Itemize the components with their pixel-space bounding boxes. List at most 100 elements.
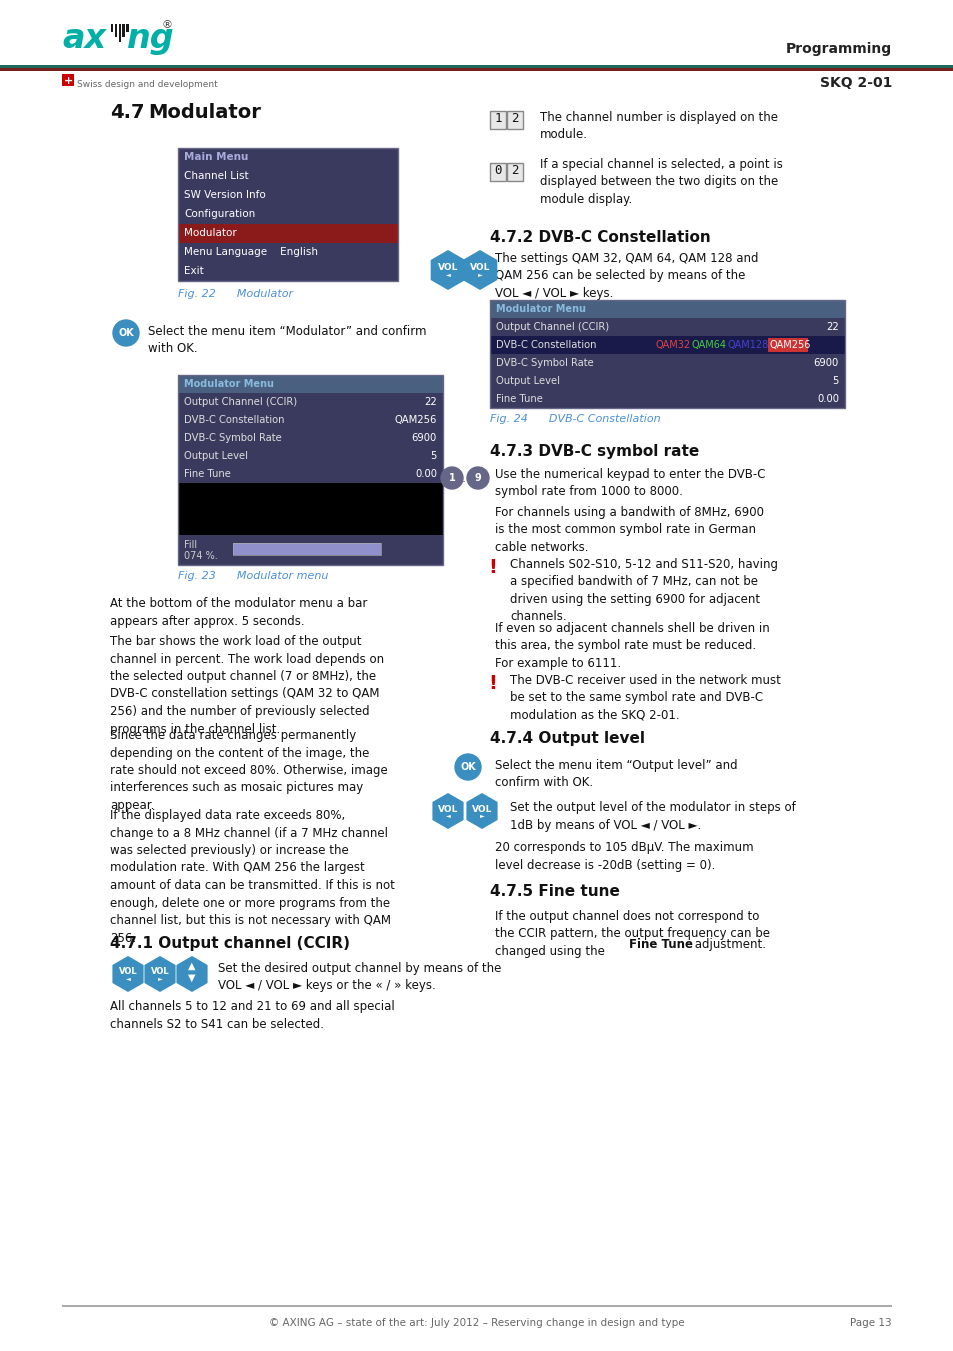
Bar [178,465,442,484]
Text: The bar shows the work load of the output
channel in percent. The work load depe: The bar shows the work load of the outpu… [110,635,384,735]
Text: OK: OK [118,328,133,338]
Text: 0.00: 0.00 [816,394,838,404]
Bar [0,68,953,72]
Bar [490,372,844,390]
Text: Main Menu: Main Menu [184,153,248,162]
Text: Menu Language    English: Menu Language English [184,247,317,257]
Text: Fine Tune: Fine Tune [628,938,692,951]
Bar [490,336,844,354]
Text: 4.7.1 Output channel (CCIR): 4.7.1 Output channel (CCIR) [110,936,350,951]
Text: Since the data rate changes permanently
depending on the content of the image, t: Since the data rate changes permanently … [110,730,387,812]
Bar [178,484,442,535]
Bar [62,74,74,86]
Text: Output Level: Output Level [496,376,559,386]
Bar [178,535,442,565]
Text: Modulator Menu: Modulator Menu [496,304,585,313]
Bar [178,411,442,430]
Text: The DVB-C receiver used in the network must
be set to the same symbol rate and D: The DVB-C receiver used in the network m… [510,674,781,721]
Bar [178,447,442,465]
Text: QAM256: QAM256 [769,340,810,350]
Text: Output Level: Output Level [184,451,248,461]
Text: !: ! [488,558,497,577]
Bar [178,149,397,168]
Bar [178,376,442,393]
Text: QAM256: QAM256 [395,415,436,426]
Bar [767,338,807,353]
Text: VOL: VOL [469,263,490,273]
Text: Exit: Exit [184,266,204,276]
Text: VOL: VOL [472,804,492,813]
Polygon shape [430,250,465,290]
Bar [490,111,505,128]
Text: Fine Tune: Fine Tune [184,469,231,480]
Circle shape [455,754,480,780]
Text: 4.7.3 DVB-C symbol rate: 4.7.3 DVB-C symbol rate [490,444,699,459]
Text: 6900: 6900 [412,434,436,443]
Polygon shape [462,250,497,290]
Text: The channel number is displayed on the
module.: The channel number is displayed on the m… [539,111,778,142]
Text: Fig. 22      Modulator: Fig. 22 Modulator [178,289,293,299]
Text: VOL: VOL [437,263,457,273]
Bar [0,65,953,68]
Text: DVB-C Constellation: DVB-C Constellation [496,340,596,350]
Text: Fine Tune: Fine Tune [496,394,542,404]
Circle shape [467,467,489,489]
Text: QAM32: QAM32 [656,340,690,350]
Text: ®: ® [162,20,172,30]
Text: Programming: Programming [785,42,891,55]
Polygon shape [112,957,144,992]
Text: Set the output level of the modulator in steps of
1dB by means of VOL ◄ / VOL ►.: Set the output level of the modulator in… [510,801,795,831]
Text: Swiss design and development: Swiss design and development [77,80,217,89]
Bar [178,168,397,186]
Bar [122,24,125,36]
Text: If the displayed data rate exceeds 80%,
change to a 8 MHz channel (if a 7 MHz ch: If the displayed data rate exceeds 80%, … [110,809,395,944]
Text: adjustment.: adjustment. [690,938,765,951]
Bar [111,24,113,32]
Text: 22: 22 [825,322,838,332]
Text: 4.7: 4.7 [110,103,144,122]
Text: 4.7.2 DVB-C Constellation: 4.7.2 DVB-C Constellation [490,230,710,245]
Text: OK: OK [459,762,476,771]
Bar [506,111,522,128]
Text: For channels using a bandwith of 8MHz, 6900
is the most common symbol rate in Ge: For channels using a bandwith of 8MHz, 6… [495,507,763,554]
Text: Configuration: Configuration [184,209,255,219]
Bar [490,354,844,372]
Bar [62,1305,891,1306]
Text: ax: ax [62,22,106,55]
Text: 4.7.4 Output level: 4.7.4 Output level [490,731,644,746]
Bar [490,163,505,181]
Text: VOL: VOL [437,804,457,813]
Text: 074 %.: 074 %. [184,551,217,561]
Text: Page 13: Page 13 [849,1319,891,1328]
Bar [490,317,844,336]
Text: ◄: ◄ [445,813,450,819]
Circle shape [112,320,139,346]
Text: 0.00: 0.00 [415,469,436,480]
Bar [178,376,442,565]
Text: © AXING AG – state of the art: July 2012 – Reserving change in design and type: © AXING AG – state of the art: July 2012… [269,1319,684,1328]
Text: If a special channel is selected, a point is
displayed between the two digits on: If a special channel is selected, a poin… [539,158,782,205]
Text: If the output channel does not correspond to
the CCIR pattern, the output freque: If the output channel does not correspon… [495,911,769,958]
Text: If even so adjacent channels shell be driven in
this area, the symbol rate must : If even so adjacent channels shell be dr… [495,621,769,670]
Text: 6900: 6900 [813,358,838,367]
Text: Fig. 23      Modulator menu: Fig. 23 Modulator menu [178,571,328,581]
Text: 2: 2 [511,165,518,177]
Text: SKQ 2-01: SKQ 2-01 [819,76,891,91]
Bar [178,149,397,281]
Text: Output Channel (CCIR): Output Channel (CCIR) [184,397,296,407]
Text: ◄: ◄ [126,977,131,981]
Bar [178,430,442,447]
Text: DVB-C Symbol Rate: DVB-C Symbol Rate [496,358,593,367]
Bar [178,205,397,224]
Text: ...: ... [458,471,471,485]
Text: QAM128: QAM128 [727,340,768,350]
Text: 20 corresponds to 105 dBμV. The maximum
level decrease is -20dB (setting = 0).: 20 corresponds to 105 dBμV. The maximum … [495,842,753,871]
Text: 5: 5 [430,451,436,461]
Bar [126,24,129,32]
Bar [178,393,442,411]
Bar [178,224,397,243]
Bar [490,300,844,317]
Bar [490,300,844,408]
Text: ▲
▼: ▲ ▼ [188,961,195,982]
Text: Set the desired output channel by means of the
VOL ◄ / VOL ► keys or the « / » k: Set the desired output channel by means … [218,962,501,993]
